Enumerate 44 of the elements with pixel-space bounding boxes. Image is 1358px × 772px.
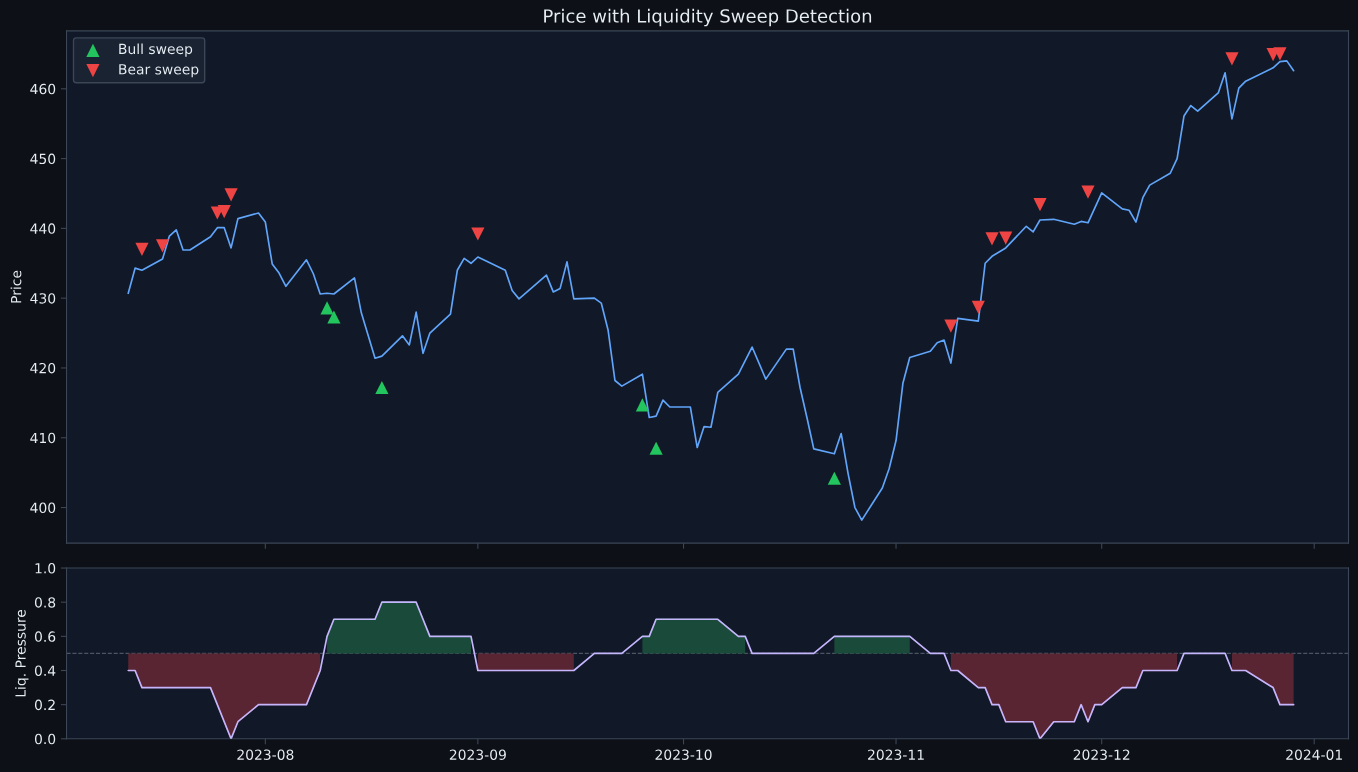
point: [1225, 52, 1239, 66]
x-tick-label: 2023-08: [237, 749, 294, 760]
y-tick-label: 0.8: [34, 597, 56, 608]
legend-label: Bear sweep: [119, 64, 199, 78]
y-tick-label: 430: [30, 293, 56, 304]
y-tick-label: 1.0: [35, 563, 56, 574]
point: [320, 301, 334, 315]
x-tick-label: 2023-11: [868, 749, 924, 760]
point: [155, 239, 170, 253]
point: [471, 227, 485, 241]
y-tick-label: 410: [30, 432, 56, 444]
y-tick-label: 0.0: [34, 733, 56, 745]
x-tick-label: 2023-10: [655, 749, 712, 760]
y-tick-label: 460: [30, 83, 56, 95]
point: [971, 300, 985, 314]
y-tick-label: 420: [30, 362, 56, 374]
y-tick-label: 440: [30, 223, 56, 234]
legend-label: Bull sweep: [119, 43, 193, 57]
y-tick-label: 0.6: [34, 631, 56, 642]
point: [224, 188, 238, 202]
point: [999, 231, 1013, 245]
y-tick-label: 0.4: [34, 665, 56, 676]
x-tick-label: 2023-12: [1073, 749, 1130, 760]
point: [649, 441, 663, 455]
point: [1081, 185, 1095, 199]
x-tick-label: 2023-09: [449, 749, 506, 760]
y-axis-title: Liq. Pressure: [15, 609, 29, 697]
y-tick-label: 400: [30, 502, 56, 514]
point: [1273, 47, 1287, 61]
point: [944, 319, 958, 333]
y-tick-label: 0.2: [34, 699, 55, 711]
point: [217, 205, 231, 219]
chart-title: Price with Liquidity Sweep Detection: [544, 8, 872, 27]
line-series: [127, 601, 1295, 739]
point: [135, 242, 149, 256]
y-tick-label: 450: [30, 153, 56, 165]
x-tick-label: 2024-01: [1286, 749, 1342, 760]
point: [827, 471, 841, 485]
point: [327, 310, 341, 324]
point: [1033, 198, 1047, 212]
point: [375, 380, 389, 395]
point: [985, 232, 999, 246]
y-axis-title: Price: [10, 270, 22, 303]
point: [635, 398, 649, 412]
